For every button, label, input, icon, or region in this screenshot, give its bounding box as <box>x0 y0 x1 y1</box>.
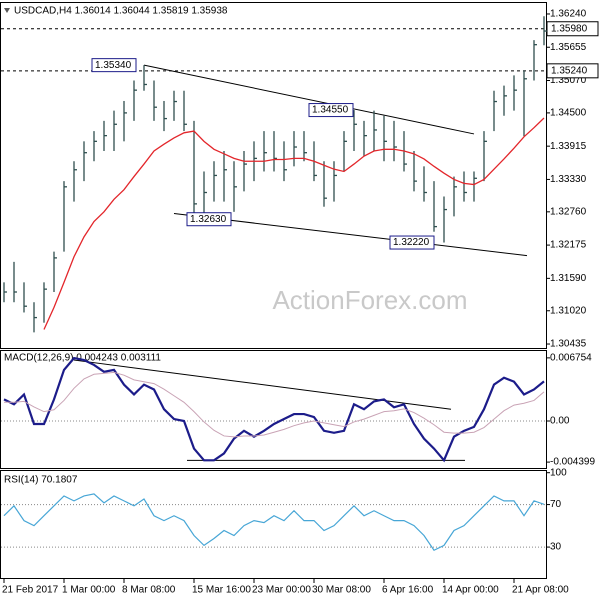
annotation-label: 1.35340 <box>95 60 132 71</box>
panel-title: MACD(12,26,9) 0.004243 0.003111 <box>4 353 161 364</box>
x-tick-label: 8 Mar 08:00 <box>122 585 176 596</box>
y-tick-label: -0.004399 <box>550 457 595 468</box>
y-tick-label: 1.35070 <box>550 75 587 86</box>
rsi-panel-frame <box>0 470 547 579</box>
annotation-box <box>91 58 137 73</box>
macd-line <box>4 371 545 438</box>
annotation-label: 1.34550 <box>312 105 349 116</box>
trendline <box>143 64 475 135</box>
y-tick-label: 1.32175 <box>550 240 587 251</box>
trendline <box>73 359 452 410</box>
y-tick-label: 1.33915 <box>550 141 587 152</box>
y-tick-label: 1.36240 <box>550 9 587 20</box>
panel-title: USDCAD,H4 1.36014 1.36044 1.35819 1.3593… <box>14 6 228 17</box>
annotation-label: 1.32630 <box>190 214 227 225</box>
x-tick-label: 30 Mar 08:00 <box>312 585 371 596</box>
x-tick-label: 14 Apr 00:00 <box>442 585 499 596</box>
symbol-icon <box>4 8 10 13</box>
annotation-label: 1.32220 <box>393 237 430 248</box>
y-tick-label: 100 <box>550 467 567 478</box>
x-tick-label: 15 Mar 16:00 <box>192 585 251 596</box>
x-tick-label: 23 Mar 00:00 <box>252 585 311 596</box>
x-tick-label: 21 Apr 08:00 <box>512 585 569 596</box>
y-tick-label: 70 <box>550 499 562 510</box>
y-tick-label: 1.31020 <box>550 305 587 316</box>
annotation-box <box>186 212 232 227</box>
rsi-line <box>3 493 545 552</box>
level-label: 1.35240 <box>551 65 588 76</box>
macd-line <box>3 356 545 463</box>
y-tick-label: 30 <box>550 542 562 553</box>
macd-panel-frame <box>0 350 547 469</box>
watermark: ActionForex.com <box>272 285 467 315</box>
level-label: 1.35980 <box>551 23 588 34</box>
moving-average <box>43 117 545 330</box>
y-tick-label: 1.32760 <box>550 206 587 217</box>
x-tick-label: 6 Apr 16:00 <box>382 585 434 596</box>
x-tick-label: 1 Mar 00:00 <box>62 585 116 596</box>
trendline <box>173 213 528 257</box>
price-panel-frame <box>0 2 547 349</box>
y-tick-label: 1.31590 <box>550 273 587 284</box>
annotation-box <box>308 103 354 118</box>
level-label-box <box>546 63 599 79</box>
y-tick-label: 0.00 <box>550 416 570 427</box>
annotation-box <box>389 235 435 250</box>
y-tick-label: 1.35655 <box>550 42 587 53</box>
y-tick-label: 1.33330 <box>550 174 587 185</box>
panel-title: RSI(14) 70.1807 <box>4 475 78 486</box>
y-tick-label: 0.006754 <box>550 353 592 364</box>
y-tick-label: 1.30435 <box>550 339 587 350</box>
level-label-box <box>546 21 599 37</box>
y-tick-label: 1.34500 <box>550 108 587 119</box>
x-tick-label: 21 Feb 2017 <box>2 585 59 596</box>
